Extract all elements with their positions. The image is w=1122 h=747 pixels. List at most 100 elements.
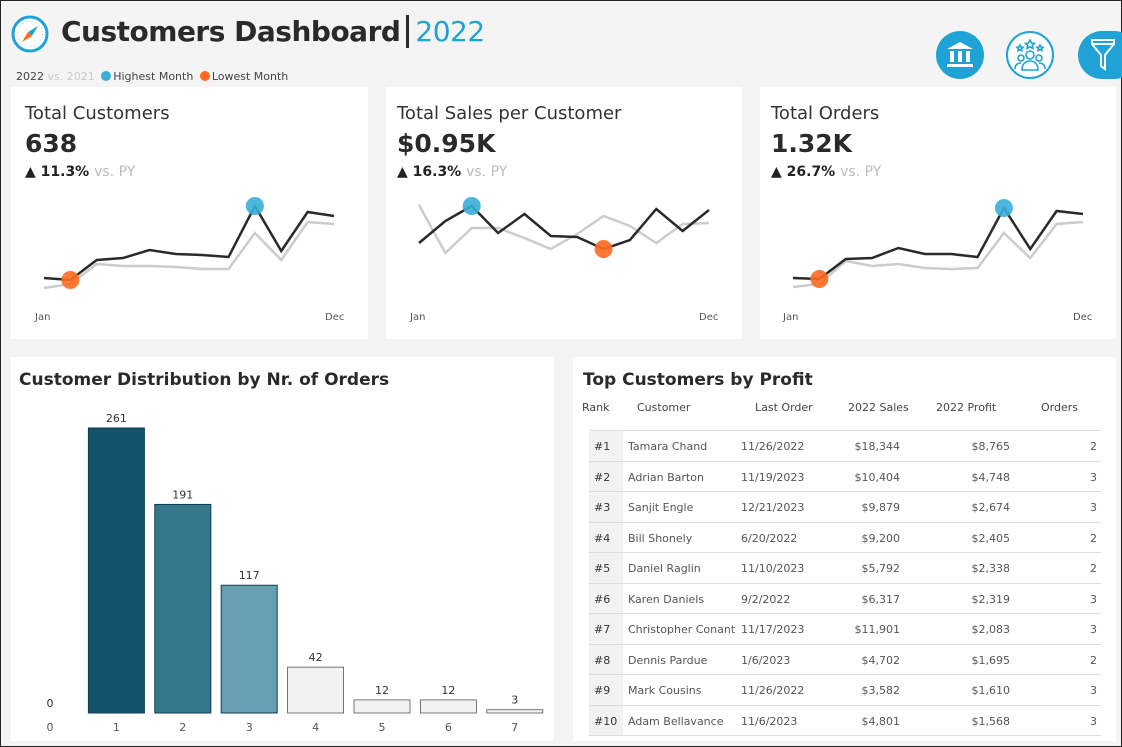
customer-cell: Daniel Raglin (628, 562, 701, 575)
sales-cell: $9,879 (861, 501, 901, 514)
axis-label-jan: Jan (783, 312, 799, 323)
bank-button[interactable] (936, 31, 984, 79)
rank-cell: #4 (589, 522, 623, 552)
bank-icon (947, 42, 973, 67)
customer-cell: Mark Cousins (628, 684, 702, 697)
profit-cell: $1,610 (971, 684, 1011, 697)
sparkline (792, 199, 1084, 289)
tick-label: 4 (312, 721, 319, 734)
bar-chart: 0 0 261 1 191 2 117 3 42 4 12 5 12 6 3 7 (47, 412, 544, 734)
data-label: 12 (375, 684, 389, 697)
axis-label-dec: Dec (325, 312, 345, 323)
axis-label-dec: Dec (1073, 312, 1093, 323)
highest-month-marker (245, 197, 264, 215)
bar-2 (154, 503, 212, 714)
orders-cell: 3 (1090, 684, 1097, 697)
current-year-line (43, 203, 335, 282)
last-order-cell: 9/2/2022 (741, 592, 791, 606)
table-row[interactable]: #7 Christopher Conant 11/17/2023 $11,901 $2,… (589, 613, 1101, 644)
lowest-month-marker (61, 271, 80, 289)
data-label: 3 (511, 694, 518, 707)
axis-label-jan: Jan (410, 312, 426, 323)
customers-stars-icon (1014, 38, 1046, 71)
legend: 2022 vs. 2021 Highest Month Lowest Month (16, 70, 289, 83)
table-title: Top Customers by Profit (583, 370, 813, 390)
rank-cell: #3 (589, 492, 623, 522)
tick-label: 3 (246, 721, 253, 734)
sparkline (417, 197, 710, 258)
tick-label: 6 (445, 721, 452, 734)
orders-cell: 3 (1090, 592, 1097, 606)
profit-cell: $2,405 (971, 531, 1011, 545)
tick-label: 7 (511, 721, 518, 734)
data-label: 42 (309, 651, 323, 664)
bar-3 (220, 584, 278, 714)
rank-cell: #2 (589, 461, 623, 491)
tick-label: 2 (179, 721, 186, 734)
orders-cell: 2 (1090, 653, 1097, 667)
prior-year-line (43, 220, 335, 290)
last-order-cell: 11/17/2023 (741, 623, 805, 636)
rank-cell: #5 (589, 553, 623, 583)
table-row[interactable]: #8 Dennis Pardue 1/6/2023 $4,702 $1,695 2 (589, 643, 1101, 674)
lowest-dot-icon (199, 71, 210, 81)
header-last-order: Last Order (755, 401, 813, 414)
table-row[interactable]: #2 Adrian Barton 11/19/2023 $10,404 $4,748 3 (589, 460, 1101, 491)
header-orders: Orders (1041, 401, 1078, 414)
orders-cell: 3 (1090, 623, 1097, 636)
orders-cell: 3 (1090, 714, 1097, 728)
data-label: 191 (172, 488, 193, 501)
table-row[interactable]: #10 Adam Bellavance 11/6/2023 $4,801 $1,568 3 (589, 704, 1101, 735)
kpi-value: $0.95K (397, 129, 496, 158)
profit-cell: $4,748 (971, 470, 1011, 484)
customer-cell: Adrian Barton (628, 470, 704, 484)
kpi-card-total-orders: Total Orders 1.32K ▲ 26.7% vs. PY Jan De… (760, 87, 1116, 339)
compass-logo-icon (11, 15, 49, 57)
profit-cell: $8,765 (971, 440, 1011, 453)
profit-cell: $1,568 (971, 714, 1011, 728)
data-label: 12 (441, 684, 455, 697)
tick-label: 5 (379, 721, 386, 734)
header-profit: 2022 Profit (936, 401, 997, 414)
rank-cell: #6 (589, 583, 623, 613)
table-row[interactable]: #9 Mark Cousins 11/26/2022 $3,582 $1,610 3 (589, 674, 1101, 705)
highest-month-marker (994, 199, 1013, 217)
current-year-line (792, 205, 1084, 281)
sales-cell: $9,200 (861, 531, 901, 545)
last-order-cell: 11/26/2022 (741, 684, 805, 697)
profit-cell: $2,319 (971, 592, 1011, 606)
last-order-cell: 11/10/2023 (741, 562, 805, 575)
tick-label: 0 (47, 721, 54, 734)
last-order-cell: 11/19/2023 (741, 470, 805, 484)
rank-cell: #7 (589, 614, 623, 644)
customer-cell: Dennis Pardue (628, 653, 708, 667)
profit-cell: $2,083 (971, 623, 1011, 636)
rank-cell: #9 (589, 675, 623, 705)
table-row[interactable]: #1 Tamara Chand 11/26/2022 $18,344 $8,765 2 (589, 430, 1101, 461)
sales-cell: $3,582 (861, 684, 901, 697)
orders-cell: 2 (1090, 562, 1097, 575)
sparkline (43, 197, 335, 290)
prior-year-line (792, 220, 1084, 289)
table-row[interactable]: #6 Karen Daniels 9/2/2022 $6,317 $2,319 3 (589, 582, 1101, 613)
last-order-cell: 6/20/2022 (741, 531, 798, 545)
chart-title: Customer Distribution by Nr. of Orders (19, 370, 390, 390)
table-row[interactable]: #4 Bill Shonely 6/20/2022 $9,200 $2,405 2 (589, 521, 1101, 552)
customer-cell: Karen Daniels (628, 592, 705, 606)
table-row[interactable]: #5 Daniel Raglin 11/10/2023 $5,792 $2,338 2 (589, 552, 1101, 583)
customer-cell: Christopher Conant (628, 623, 736, 636)
orders-cell: 2 (1090, 531, 1097, 545)
axis-label-jan: Jan (35, 312, 51, 323)
bar-7 (486, 709, 544, 714)
axis-label-dec: Dec (699, 312, 719, 323)
kpi-title: Total Sales per Customer (397, 103, 622, 124)
bar-1 (87, 427, 145, 714)
filter-button[interactable] (1078, 31, 1122, 79)
distribution-card: Customer Distribution by Nr. of Orders 0… (11, 357, 554, 741)
table-row[interactable]: #3 Sanjit Engle 12/21/2023 $9,879 $2,674 3 (589, 491, 1101, 522)
rank-cell: #1 (589, 431, 623, 461)
lowest-month-marker (594, 240, 613, 258)
sales-cell: $5,792 (861, 562, 901, 575)
customers-button[interactable] (1006, 31, 1054, 79)
kpi-value: 1.32K (771, 129, 853, 158)
